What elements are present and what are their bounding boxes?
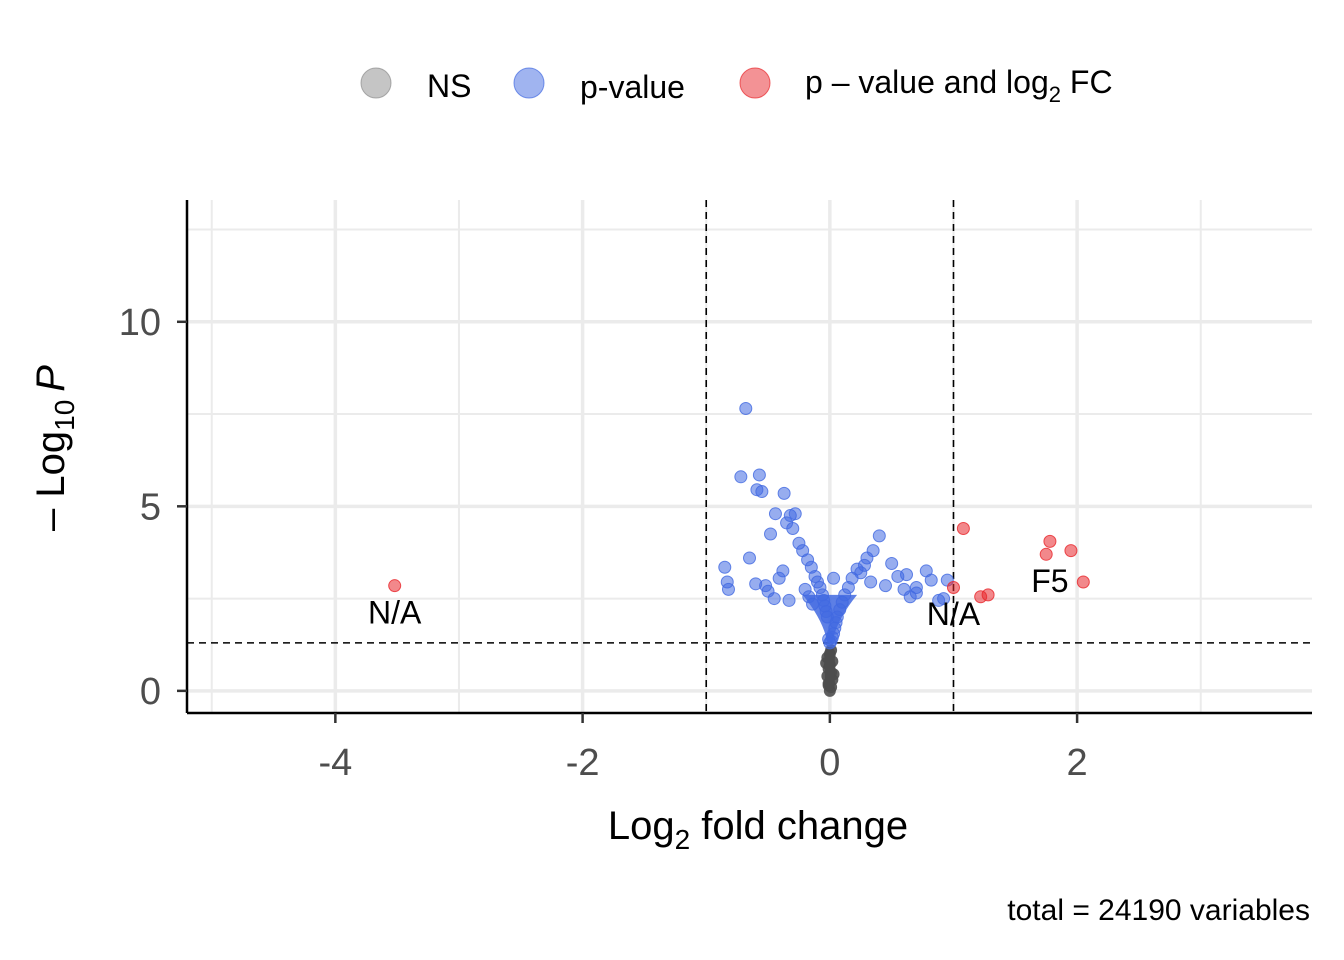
point-pvalue bbox=[777, 486, 791, 500]
point-pvalue bbox=[900, 568, 914, 582]
y-axis-ticks: 0 5 10 bbox=[119, 302, 187, 713]
y-axis-title-var: P bbox=[29, 365, 73, 392]
point-ns-cluster bbox=[824, 646, 835, 691]
point-pvalue bbox=[827, 571, 841, 585]
point-pvalue bbox=[885, 557, 899, 571]
point-both bbox=[946, 581, 960, 595]
x-tick-label: -4 bbox=[318, 742, 352, 784]
x-axis-ticks: -4 -2 0 2 bbox=[318, 713, 1088, 784]
point-pvalue bbox=[752, 468, 766, 482]
point-pvalue bbox=[872, 529, 886, 543]
point-pvalue bbox=[786, 521, 800, 535]
x-axis-title: Log2 fold change bbox=[608, 804, 908, 855]
x-axis-title-sub: 2 bbox=[675, 824, 691, 855]
legend-label-both-sub: 2 bbox=[1049, 82, 1061, 107]
point-pvalue bbox=[924, 573, 938, 587]
x-tick-label: 0 bbox=[819, 742, 840, 784]
point-both bbox=[1064, 544, 1078, 558]
legend-label-both-end: FC bbox=[1061, 64, 1113, 100]
legend-label-both: p – value and log2 FC bbox=[805, 64, 1113, 107]
point-label: F5 bbox=[1031, 563, 1068, 599]
legend: NS p-value p – value and log2 FC bbox=[360, 64, 1113, 107]
y-tick-label: 0 bbox=[140, 671, 161, 713]
point-pvalue bbox=[782, 593, 796, 607]
legend-label-pvalue: p-value bbox=[580, 69, 685, 105]
x-tick-label: 2 bbox=[1067, 742, 1088, 784]
point-pvalue bbox=[739, 402, 753, 416]
caption: total = 24190 variables bbox=[1007, 894, 1310, 927]
y-tick-label: 10 bbox=[119, 302, 161, 344]
point-pvalue bbox=[768, 507, 782, 521]
point-pvalue bbox=[764, 527, 778, 541]
x-axis-title-rest: fold change bbox=[690, 804, 908, 848]
point-pvalue bbox=[749, 577, 763, 591]
legend-label-both-main: p – value and log bbox=[805, 64, 1049, 100]
point-pvalue bbox=[864, 575, 878, 589]
points bbox=[388, 402, 1090, 697]
y-axis-title-prefix: – Log bbox=[29, 431, 73, 531]
legend-key-pvalue bbox=[513, 67, 545, 99]
point-pvalue bbox=[718, 560, 732, 574]
point-pvalue bbox=[932, 593, 946, 607]
point-pvalue bbox=[743, 551, 756, 565]
point-pvalue bbox=[721, 582, 735, 596]
legend-label-ns: NS bbox=[427, 68, 471, 104]
point-pvalue bbox=[734, 470, 748, 484]
x-tick-label: -2 bbox=[566, 742, 600, 784]
point-pvalue bbox=[788, 507, 802, 521]
point-pvalue bbox=[823, 636, 837, 650]
point-pvalue bbox=[776, 564, 790, 578]
point-pvalue bbox=[755, 485, 769, 499]
legend-key-both bbox=[739, 67, 771, 99]
point-label: N/A bbox=[927, 596, 981, 632]
y-axis-title-sub: 10 bbox=[49, 400, 80, 431]
point-pvalue bbox=[909, 586, 923, 600]
legend-key-ns bbox=[360, 67, 392, 99]
point-label: N/A bbox=[368, 594, 422, 630]
y-tick-label: 5 bbox=[140, 486, 161, 528]
point-both bbox=[1039, 547, 1053, 561]
point-both bbox=[1076, 575, 1090, 589]
point-pvalue bbox=[878, 579, 892, 593]
point-both bbox=[1043, 534, 1057, 548]
point-both bbox=[388, 579, 402, 593]
cutoff-lines bbox=[187, 200, 1312, 713]
point-pvalue bbox=[806, 597, 820, 611]
point-labels: N/A N/A F5 bbox=[368, 563, 1069, 632]
x-axis-title-main: Log bbox=[608, 804, 675, 848]
point-both bbox=[956, 521, 970, 535]
y-axis-title: – Log10 P bbox=[29, 365, 80, 531]
point-pvalue bbox=[767, 592, 781, 606]
point-both bbox=[981, 588, 995, 602]
